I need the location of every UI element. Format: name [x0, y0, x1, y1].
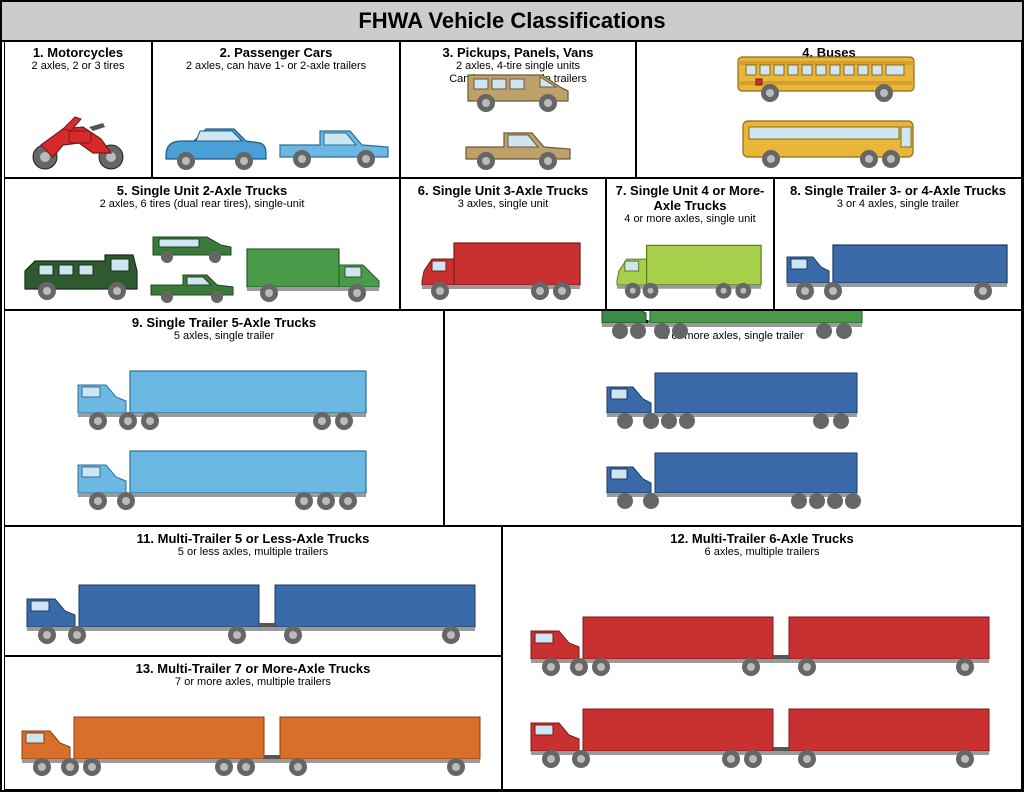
cell-trailer-6axle: 10. Single Trailer 6 or More-Axle Trucks…: [444, 310, 1022, 526]
semi-lightblue-5axle-a-icon: [74, 363, 374, 435]
cell-pickups-vans: 3. Pickups, Panels, Vans 2 axles, 4-tire…: [400, 40, 636, 178]
motorcycle-icon: [23, 109, 133, 171]
multi-blue-5axle-icon: [23, 577, 483, 649]
grid: 1. Motorcycles 2 axles, 2 or 3 tires 2. …: [4, 40, 1020, 788]
cell-title: 1. Motorcycles: [11, 45, 145, 60]
cell-desc: 6 axles, multiple trailers: [509, 546, 1015, 559]
cell-title: 13. Multi-Trailer 7 or More-Axle Trucks: [11, 661, 495, 676]
cell-desc: 2 axles, 2 or 3 tires: [11, 60, 145, 73]
cell-buses: 4. Buses 2 or 3 axles, full length: [636, 40, 1022, 178]
cell-desc: 5 or less axles, multiple trailers: [11, 546, 495, 559]
suv-pickup-stack-icon: [147, 225, 237, 303]
cell-title: 7. Single Unit 4 or More-Axle Trucks: [613, 183, 767, 213]
cell-single-3axle: 6. Single Unit 3-Axle Trucks 3 axles, si…: [400, 178, 606, 310]
cell-title: 12. Multi-Trailer 6-Axle Trucks: [509, 531, 1015, 546]
van-icon: [464, 61, 572, 113]
cell-desc: 3 or 4 axles, single trailer: [781, 198, 1015, 211]
cell-title: 8. Single Trailer 3- or 4-Axle Trucks: [781, 183, 1015, 198]
box-truck-green-icon: [243, 241, 383, 303]
cell-desc: 4 or more axles, single unit: [613, 213, 767, 226]
cell-passenger-cars: 2. Passenger Cars 2 axles, can have 1- o…: [152, 40, 400, 178]
cell-title: 3. Pickups, Panels, Vans: [407, 45, 629, 60]
pickup-light-icon: [276, 117, 392, 171]
semi-green-6axle-b-icon: [598, 310, 868, 345]
cell-title: 2. Passenger Cars: [159, 45, 393, 60]
rv-icon: [21, 245, 141, 303]
cell-single-2axle: 5. Single Unit 2-Axle Trucks 2 axles, 6 …: [4, 178, 400, 310]
semi-lightblue-5axle-b-icon: [74, 443, 374, 515]
multi-orange-7axle-icon: [18, 709, 488, 783]
box-truck-red-icon: [418, 237, 588, 303]
semi-blue-6axle-b-icon: [603, 445, 863, 515]
fhwa-classification-chart: FHWA Vehicle Classifications 1. Motorcyc…: [0, 0, 1024, 792]
semi-blue-6axle-a-icon: [603, 365, 863, 435]
cell-single-4axle: 7. Single Unit 4 or More-Axle Trucks 4 o…: [606, 178, 774, 310]
pickup-tan-icon: [462, 119, 574, 171]
cell-desc: 2 axles, 6 tires (dual rear tires), sing…: [11, 198, 393, 211]
box-truck-lime-icon: [613, 239, 767, 303]
cell-desc: 2 axles, can have 1- or 2-axle trailers: [159, 60, 393, 73]
multi-red-6axle-a-icon: [527, 609, 997, 683]
school-bus-icon: [734, 45, 924, 105]
cell-title: 11. Multi-Trailer 5 or Less-Axle Trucks: [11, 531, 495, 546]
cell-desc: 5 axles, single trailer: [11, 330, 437, 343]
cell-title: 5. Single Unit 2-Axle Trucks: [11, 183, 393, 198]
cell-motorcycles: 1. Motorcycles 2 axles, 2 or 3 tires: [4, 40, 152, 178]
semi-blue-3axle-icon: [783, 237, 1013, 303]
cell-multi-7axle: 13. Multi-Trailer 7 or More-Axle Trucks …: [4, 656, 502, 790]
cell-title: 9. Single Trailer 5-Axle Trucks: [11, 315, 437, 330]
cell-desc: 3 axles, single unit: [407, 198, 599, 211]
cell-multi-6axle: 12. Multi-Trailer 6-Axle Trucks 6 axles,…: [502, 526, 1022, 790]
page-title: FHWA Vehicle Classifications: [2, 2, 1022, 42]
cell-title: 6. Single Unit 3-Axle Trucks: [407, 183, 599, 198]
coach-bus-icon: [739, 111, 919, 171]
multi-red-6axle-b-icon: [527, 701, 997, 775]
car-icon: [160, 119, 270, 171]
cell-trailer-3-4axle: 8. Single Trailer 3- or 4-Axle Trucks 3 …: [774, 178, 1022, 310]
cell-multi-5axle: 11. Multi-Trailer 5 or Less-Axle Trucks …: [4, 526, 502, 656]
cell-desc: 7 or more axles, multiple trailers: [11, 676, 495, 689]
cell-trailer-5axle: 9. Single Trailer 5-Axle Trucks 5 axles,…: [4, 310, 444, 526]
